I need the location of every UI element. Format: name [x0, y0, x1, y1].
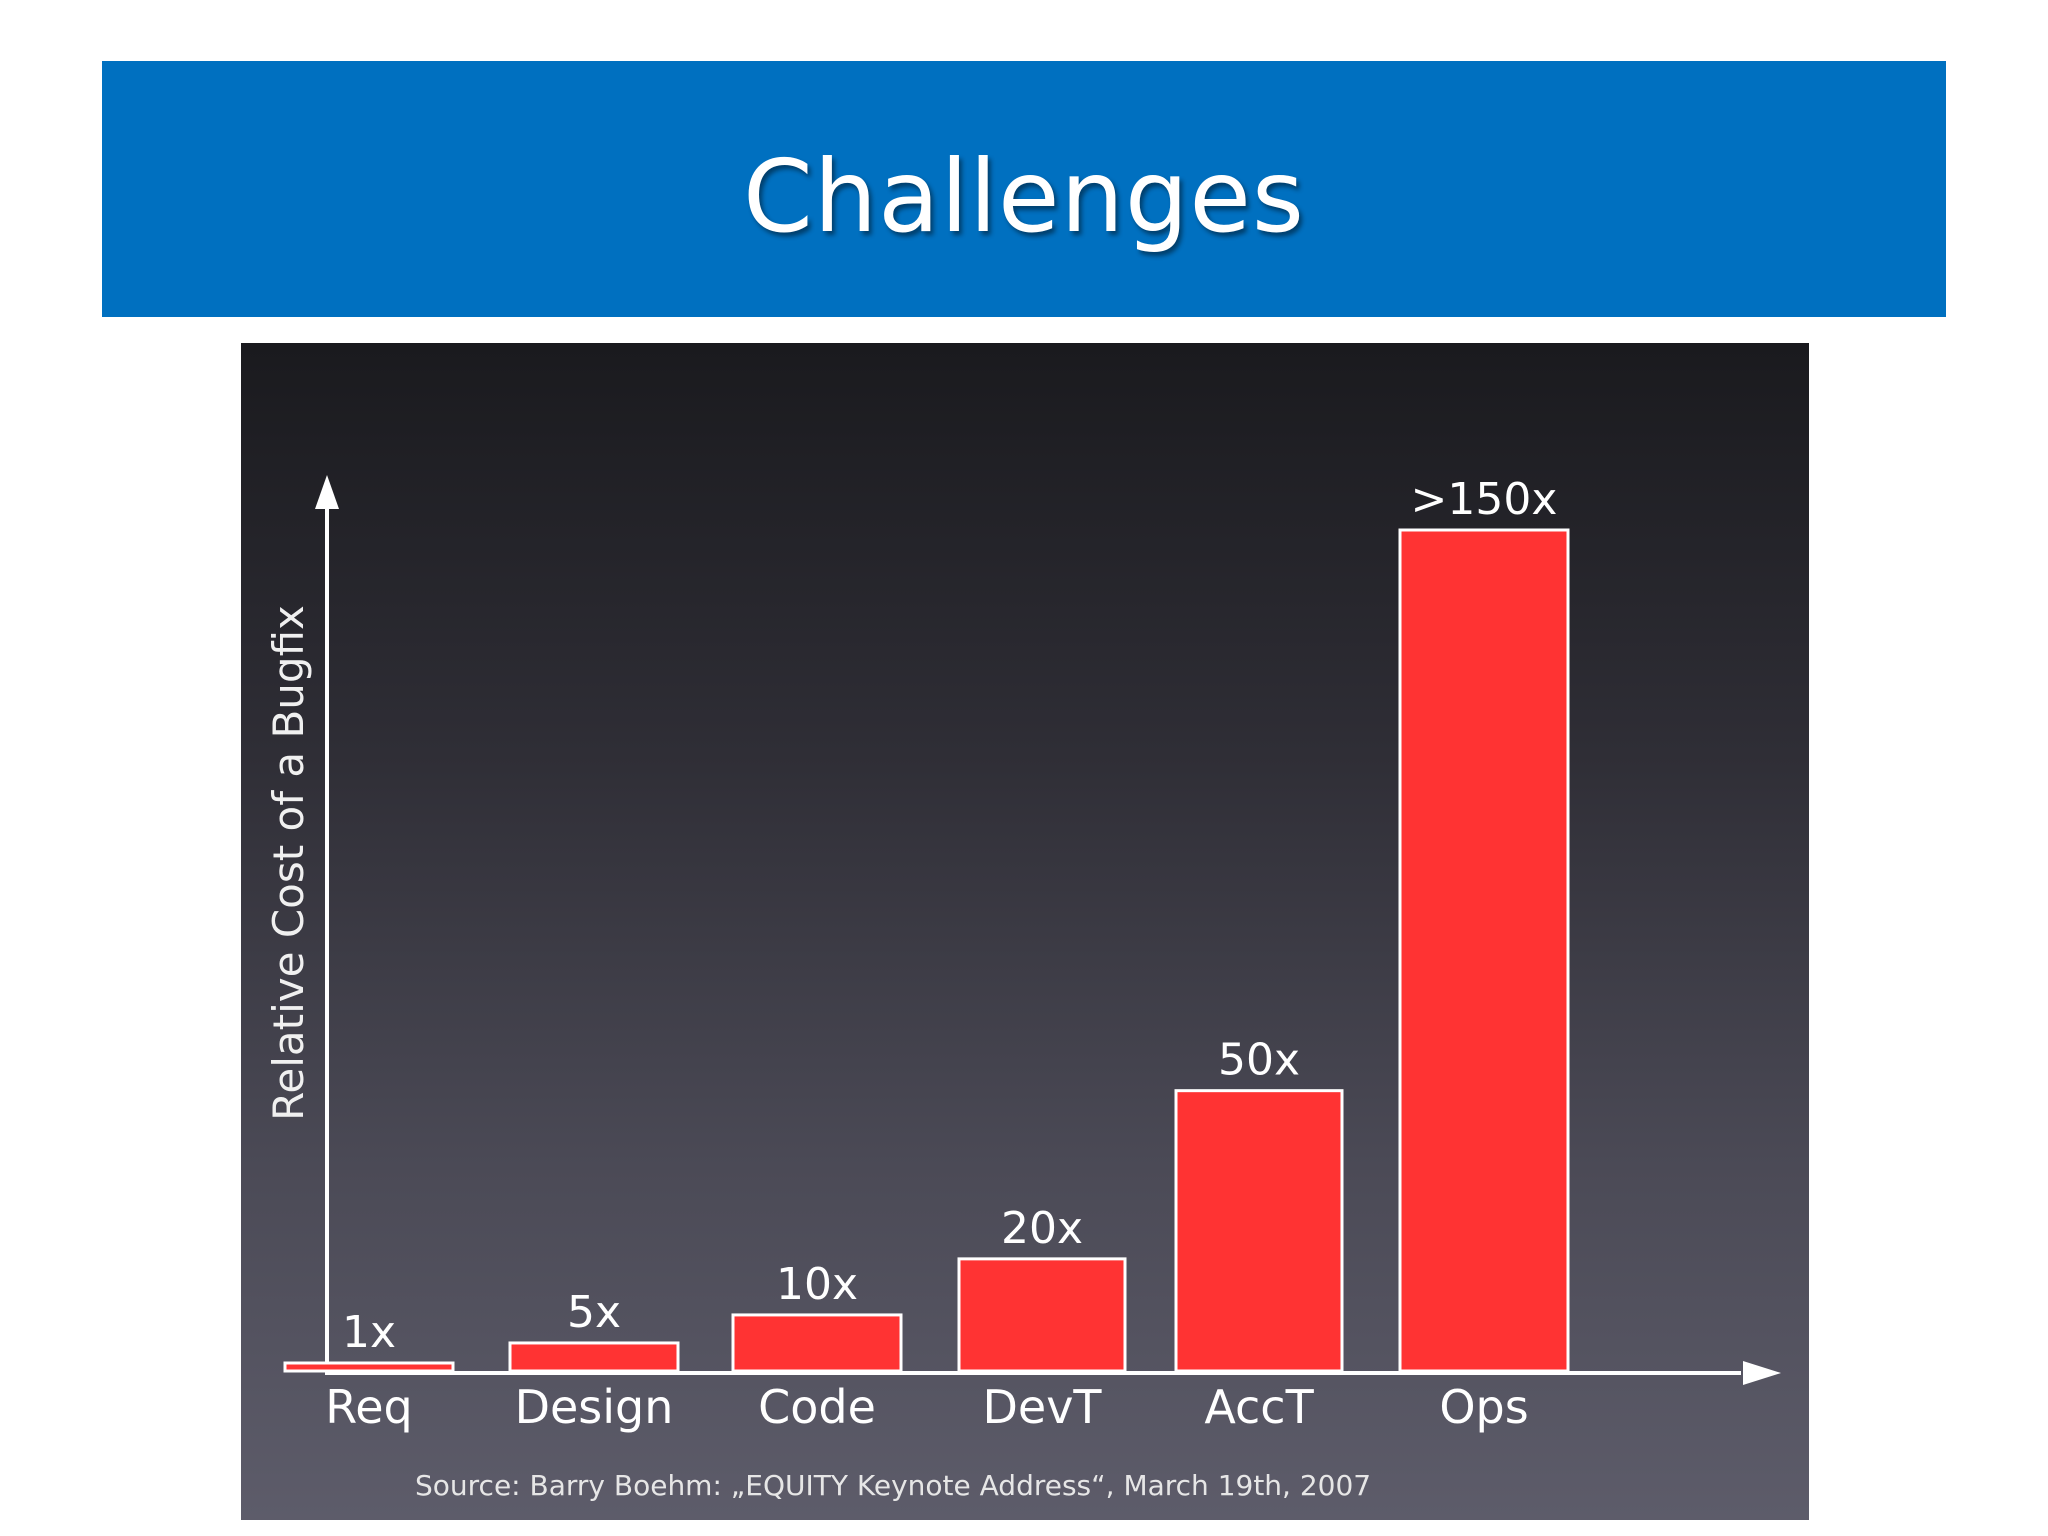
bar-acct — [1174, 1089, 1344, 1373]
value-label-ops: >150x — [1411, 474, 1558, 525]
category-label-acct: AccT — [1204, 1380, 1314, 1434]
value-label-group: 1x 5x 10x 20x 50x >150x — [342, 474, 1557, 1358]
category-label-design: Design — [515, 1380, 674, 1434]
value-label-req: 1x — [342, 1307, 396, 1358]
value-label-devt: 20x — [1001, 1203, 1083, 1254]
source-citation: Source: Barry Boehm: „EQUITY Keynote Add… — [415, 1469, 1371, 1502]
bar-req — [283, 1361, 455, 1373]
x-axis-arrow — [1743, 1361, 1781, 1385]
value-label-code: 10x — [776, 1259, 858, 1310]
y-axis-arrow — [315, 475, 339, 509]
chart-axes — [315, 475, 1781, 1385]
bar-chart: Relative Cost of a Bugfix 1x 5x 10x 20x 50x >… — [264, 474, 1781, 1502]
category-label-code: Code — [758, 1380, 876, 1434]
bar-group — [283, 528, 1570, 1373]
title-bar: Challenges — [102, 61, 1946, 317]
value-label-acct: 50x — [1218, 1035, 1300, 1086]
y-axis-label: Relative Cost of a Bugfix — [264, 605, 313, 1121]
bar-code — [731, 1313, 903, 1373]
category-label-req: Req — [325, 1380, 412, 1434]
category-label-group: Req Design Code DevT AccT Ops — [325, 1380, 1528, 1434]
bar-devt — [957, 1257, 1127, 1373]
category-label-devt: DevT — [982, 1380, 1102, 1434]
category-label-ops: Ops — [1439, 1380, 1528, 1434]
bar-design — [508, 1341, 680, 1373]
slide-title: Challenges — [742, 137, 1306, 255]
value-label-design: 5x — [567, 1287, 621, 1338]
bar-ops — [1398, 528, 1570, 1373]
chart-panel: Relative Cost of a Bugfix 1x 5x 10x 20x 50x >… — [241, 343, 1809, 1520]
